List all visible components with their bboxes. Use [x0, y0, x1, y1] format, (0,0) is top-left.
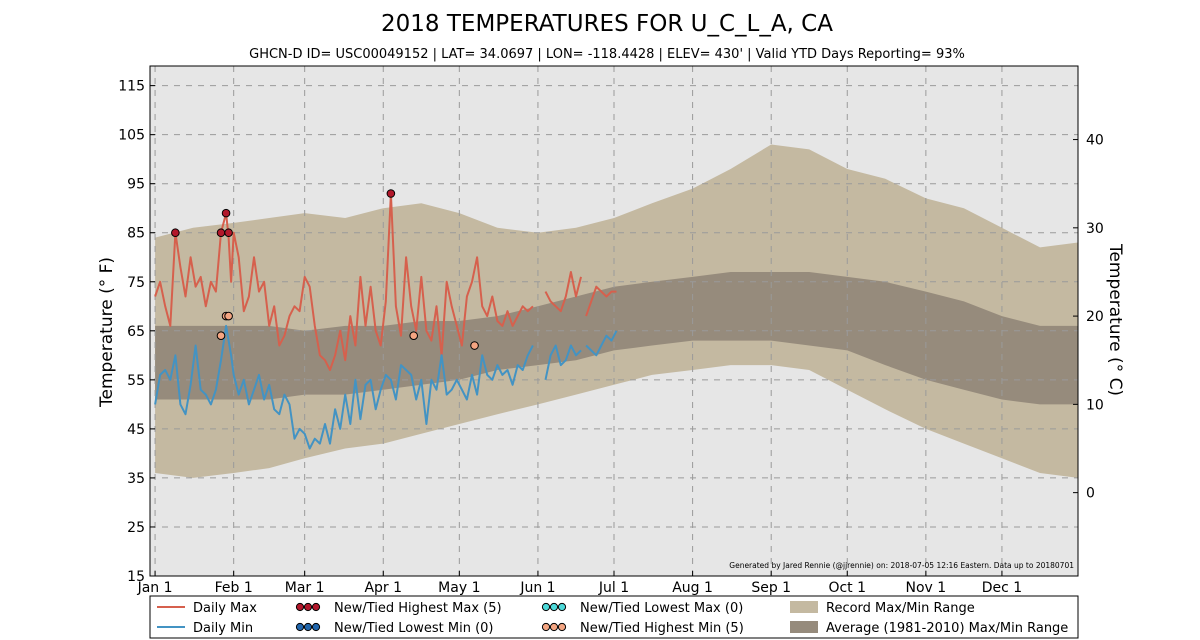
- y-axis-label: Temperature (° F): [97, 257, 117, 408]
- legend-swatch-dot: [557, 602, 567, 612]
- legend-label: New/Tied Highest Min (5): [580, 621, 744, 636]
- legend-swatch-dot: [549, 602, 559, 612]
- y2-tick-label: 20: [1086, 309, 1104, 325]
- legend-label: Daily Max: [193, 601, 257, 616]
- chart-title: 2018 TEMPERATURES FOR U_C_L_A, CA: [381, 11, 833, 37]
- x-tick-label: Jul 1: [598, 580, 629, 596]
- legend-swatch-patch: [790, 601, 818, 613]
- record-marker: [221, 208, 231, 218]
- average-range-band: [155, 272, 1079, 405]
- x-tick-label: Apr 1: [364, 580, 402, 596]
- y2-tick-label: 0: [1086, 486, 1095, 502]
- average-range-layer: [155, 272, 1079, 405]
- y2-axis-ticks: 0 10 20 30 40: [1073, 133, 1104, 502]
- legend-swatch-dot: [295, 602, 305, 612]
- legend-label: Daily Min: [193, 621, 253, 636]
- marker-layer: [171, 189, 479, 350]
- legend-swatch-dot: [557, 622, 567, 632]
- x-axis-ticks: Jan 1 Feb 1 Mar 1 Apr 1 May 1 Jun 1 Jul 1 Aug 1…: [137, 571, 1022, 596]
- record-marker: [386, 189, 396, 198]
- legend-box: [149, 595, 1079, 639]
- y2-tick-label: 10: [1086, 397, 1104, 413]
- y-tick-label: 105: [118, 128, 145, 144]
- record-marker: [470, 341, 479, 350]
- y-tick-label: 35: [127, 471, 145, 487]
- y-axis-ticks: 15 25 35 45 55 65 75 85 95 105 115: [118, 79, 155, 585]
- legend-swatch-dot: [541, 602, 551, 612]
- legend-label: New/Tied Lowest Min (0): [334, 621, 494, 636]
- x-tick-label: Mar 1: [285, 580, 325, 596]
- series-line-daily-max: [154, 192, 617, 371]
- y-tick-label: 85: [127, 226, 145, 242]
- series-line-daily-min: [154, 324, 618, 450]
- record-marker: [171, 228, 180, 238]
- legend-swatch-patch: [790, 621, 818, 633]
- chart-subtitle: GHCN-D ID= USC00049152 | LAT= 34.0697 | …: [249, 47, 965, 62]
- record-marker: [409, 331, 418, 341]
- record-marker: [224, 228, 233, 238]
- x-tick-label: Feb 1: [215, 580, 253, 596]
- x-tick-label: Sep 1: [751, 580, 791, 596]
- y-tick-label: 25: [127, 520, 145, 536]
- record-marker: [224, 311, 233, 321]
- legend: Daily Max Daily Min New/Tied Highest Max (…: [157, 601, 1068, 636]
- y-tick-label: 115: [118, 79, 145, 95]
- legend-label: Record Max/Min Range: [826, 601, 975, 616]
- legend-swatch-dot: [303, 602, 313, 612]
- credit-note: Generated by Jared Rennie (@jjrennie) on…: [729, 561, 1074, 570]
- record-marker: [216, 228, 226, 238]
- y-tick-label: 15: [127, 569, 145, 585]
- y2-tick-label: 30: [1086, 221, 1104, 237]
- x-tick-label: Aug 1: [672, 580, 713, 596]
- legend-label: New/Tied Highest Max (5): [334, 601, 502, 616]
- record-marker: [216, 331, 226, 341]
- x-tick-label: Jan 1: [137, 580, 173, 596]
- legend-swatch-dot: [311, 602, 321, 612]
- x-tick-label: Oct 1: [828, 580, 866, 596]
- legend-swatch-dot: [311, 622, 321, 632]
- y-tick-label: 45: [127, 422, 145, 438]
- legend-swatch-dot: [549, 622, 559, 632]
- x-tick-label: Nov 1: [906, 580, 947, 596]
- x-tick-label: May 1: [438, 580, 480, 596]
- series-layer: [154, 192, 618, 450]
- legend-swatch-dot: [541, 622, 551, 632]
- y2-tick-label: 40: [1086, 133, 1104, 149]
- x-tick-label: Dec 1: [982, 580, 1022, 596]
- y2-axis-label: Temperature (° C): [1105, 243, 1125, 396]
- y-tick-label: 65: [127, 324, 145, 340]
- legend-label: New/Tied Lowest Max (0): [580, 601, 743, 616]
- y-tick-label: 75: [127, 275, 145, 291]
- legend-swatch-dot: [295, 622, 305, 632]
- legend-swatch-dot: [303, 622, 313, 632]
- legend-label: Average (1981-2010) Max/Min Range: [826, 621, 1068, 636]
- x-tick-label: Jun 1: [519, 580, 555, 596]
- y-tick-label: 95: [127, 177, 145, 193]
- y-tick-label: 55: [127, 373, 145, 389]
